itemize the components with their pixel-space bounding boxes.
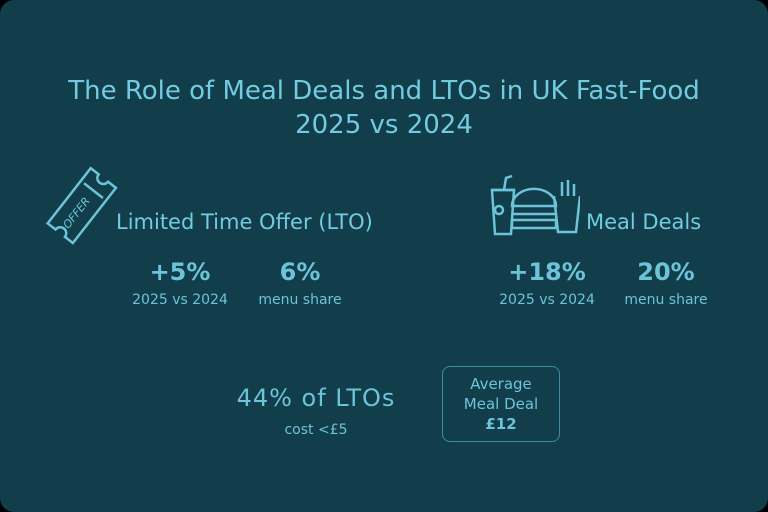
avg-line-1: Average — [470, 375, 532, 393]
title-line-2: 2025 vs 2024 — [295, 110, 473, 140]
meal-growth-value: +18% — [508, 258, 586, 286]
lto-share-value: 6% — [279, 258, 321, 286]
meal-share-label: menu share — [624, 292, 708, 308]
lto-heading: Limited Time Offer (LTO) — [116, 210, 373, 234]
lto-cost-value: 44% of LTOs — [236, 384, 396, 412]
meal-share-value: 20% — [637, 258, 695, 286]
page-title: The Role of Meal Deals and LTOs in UK Fa… — [0, 74, 768, 142]
avg-value: £12 — [485, 415, 517, 433]
meal-heading: Meal Deals — [586, 210, 702, 234]
avg-line-2: Meal Deal — [463, 395, 539, 413]
average-meal-deal-box: Average Meal Deal £12 — [442, 366, 560, 442]
title-line-1: The Role of Meal Deals and LTOs in UK Fa… — [68, 76, 700, 106]
lto-share-label: menu share — [258, 292, 342, 308]
lto-cost-label: cost <£5 — [284, 422, 348, 438]
lto-growth-value: +5% — [149, 258, 211, 286]
offer-ticket-icon: OFFER — [45, 166, 118, 245]
lto-growth-label: 2025 vs 2024 — [132, 292, 228, 308]
meal-growth-label: 2025 vs 2024 — [499, 292, 595, 308]
meal-deal-icon — [490, 174, 580, 236]
